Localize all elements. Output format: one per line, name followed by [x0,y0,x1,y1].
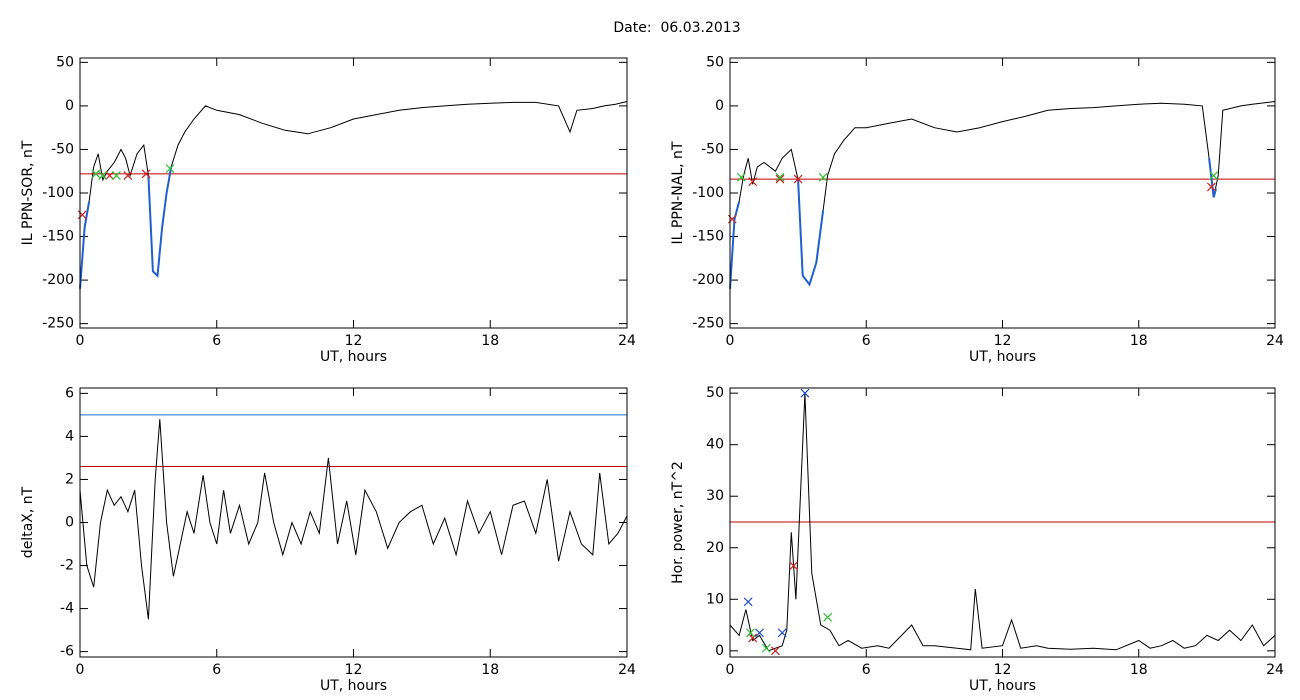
event-marker [823,612,833,622]
event-marker [793,174,803,184]
x-tick-label: 0 [726,662,735,678]
figure-title: Date: 06.03.2013 [613,20,740,36]
x-tick-label: 6 [212,333,221,349]
event-marker [112,171,121,181]
event-marker [141,169,151,179]
y-tick-label: 4 [65,428,74,444]
y-tick-label: -200 [692,272,724,288]
plot-frame [729,387,1276,658]
panel: 0 10 20 30 40 50 0 6 12 18 24 UT, hours Hor. power, … [670,385,1284,694]
y-tick-label: 0 [65,515,74,531]
event-marker [770,646,780,656]
x-tick-label: 12 [345,333,363,349]
x-tick-label: 6 [862,662,871,678]
y-axis-label: Hor. power, nT^2 [670,461,686,584]
x-tick-label: 12 [994,333,1012,349]
event-marker [123,171,133,181]
x-axis-label: UT, hours [969,349,1036,365]
x-tick-label: 18 [481,662,499,678]
y-tick-label: -6 [60,644,74,660]
y-tick-label: -150 [42,229,74,245]
event-marker [748,633,758,643]
event-marker [98,171,108,181]
event-marker [77,210,87,220]
x-axis-label: UT, hours [320,349,387,365]
x-tick-label: 24 [618,662,636,678]
y-tick-label: 0 [715,98,724,114]
y-tick-label: -200 [42,272,74,288]
plot-frame [79,57,628,329]
event-marker [91,169,101,179]
x-tick-label: 24 [1266,662,1284,678]
x-tick-label: 18 [1130,333,1148,349]
plot-frame [729,57,1276,329]
x-tick-label: 0 [76,333,85,349]
data-line [79,419,628,620]
x-tick-label: 6 [862,333,871,349]
x-tick-label: 0 [726,333,735,349]
y-tick-label: 20 [706,540,724,556]
y-tick-label: 50 [706,385,724,401]
panel: -250 -200 -150 -100 -50 0 50 0 6 12 18 24 UT, hours I… [670,54,1284,365]
event-marker [165,164,175,174]
event-marker [755,628,764,638]
x-tick-label: 6 [212,662,221,678]
event-marker [800,388,810,398]
x-tick-label: 18 [481,333,499,349]
x-tick-label: 18 [1130,662,1148,678]
y-tick-label: -100 [42,185,74,201]
event-marker [1206,182,1216,192]
y-tick-label: -100 [692,185,724,201]
event-marker [1209,171,1219,181]
x-tick-label: 0 [76,662,85,678]
event-marker [736,172,746,182]
y-tick-label: -150 [692,229,724,245]
y-axis-label: IL PPN-NAL, nT [670,141,686,244]
y-tick-label: -4 [60,601,74,617]
data-line [729,158,1217,289]
event-marker [777,628,787,638]
x-tick-label: 24 [618,333,636,349]
event-marker [761,643,771,653]
event-marker [105,171,115,181]
y-tick-label: 0 [65,98,74,114]
x-axis-label: UT, hours [320,678,387,694]
y-axis-label: deltaX, nT [20,486,36,558]
y-tick-label: 30 [706,488,724,504]
event-marker [775,174,785,184]
data-line [79,101,628,289]
y-tick-label: 50 [706,54,724,70]
y-tick-label: 50 [56,54,74,70]
y-tick-label: 40 [706,437,724,453]
y-tick-label: -2 [60,558,74,574]
event-marker [748,177,758,187]
y-tick-label: 0 [715,643,724,659]
event-marker [746,628,755,638]
y-axis-label: IL PPN-SOR, nT [20,140,36,245]
event-marker [789,561,799,571]
y-tick-label: -250 [42,316,74,332]
y-tick-label: 6 [65,385,74,401]
event-marker [818,172,828,182]
plot-frame [79,387,628,658]
panel: -250 -200 -150 -100 -50 0 50 0 6 12 18 24 UT, hours I… [20,54,636,365]
y-tick-label: 10 [706,591,724,607]
event-marker [743,597,753,607]
y-tick-label: -50 [51,141,74,157]
x-axis-label: UT, hours [969,678,1036,694]
data-line [79,166,173,289]
data-line [729,393,1276,652]
x-tick-label: 12 [994,662,1012,678]
data-line [729,101,1276,289]
x-tick-label: 12 [345,662,363,678]
event-marker [775,172,785,182]
y-tick-label: -250 [692,316,724,332]
x-tick-label: 24 [1266,333,1284,349]
y-tick-label: -50 [701,141,724,157]
y-tick-label: 2 [65,471,74,487]
